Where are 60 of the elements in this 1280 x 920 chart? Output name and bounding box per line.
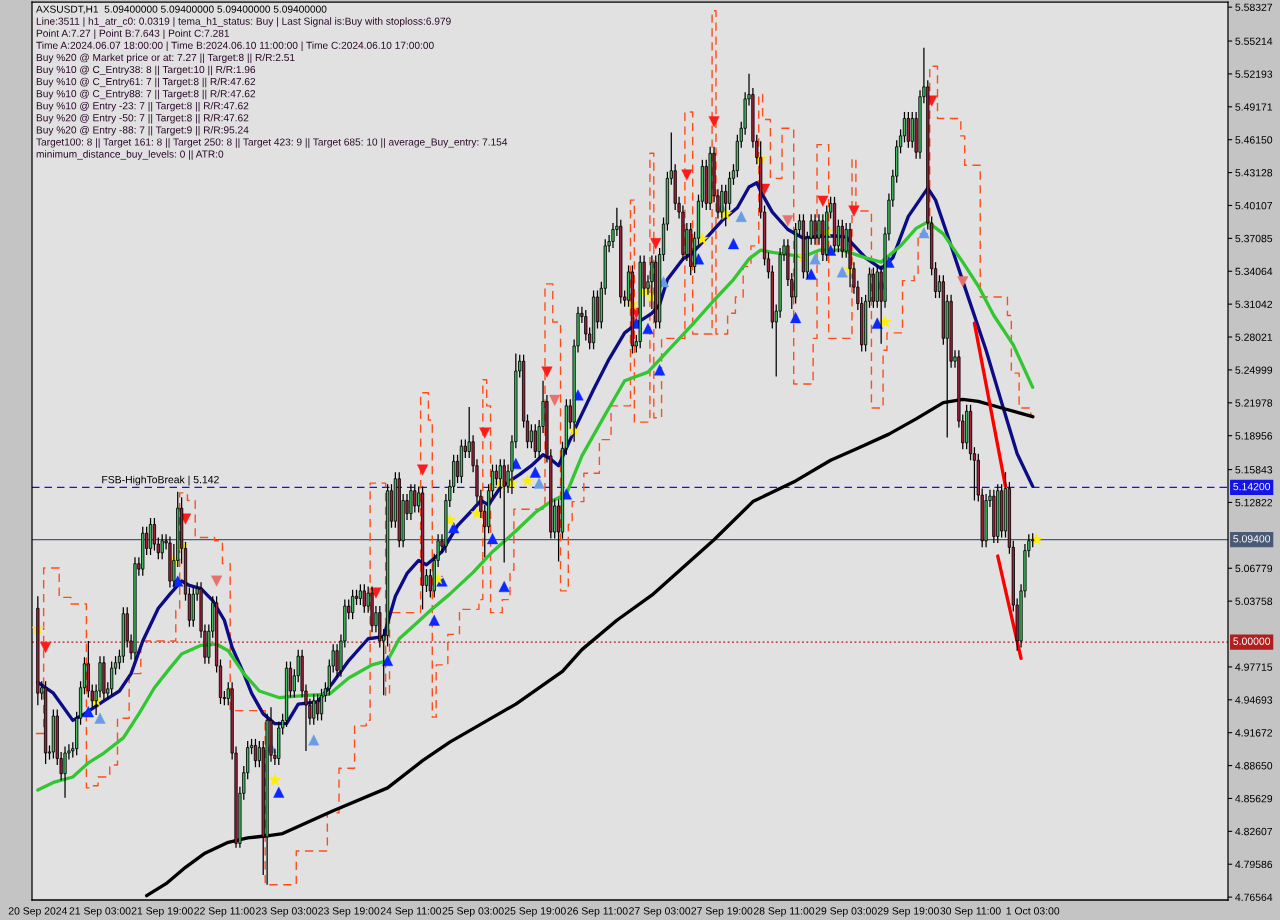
annotation: FSB-HighToBreak | 5.142 [102,475,219,486]
annotation: Target100: 8 || Target 161: 8 || Target 250: 8 || Target 423: 9 || Target 685: 10 || average_Buy_entry: 7.154 [36,138,508,148]
x-tick-label: 27 Sep 19:00 [691,907,753,917]
x-tick-label: 21 Sep 03:00 [69,907,131,917]
annotation: minimum_distance_buy_levels: 0 || ATR:0 [36,150,224,160]
x-tick-label: 23 Sep 19:00 [318,907,380,917]
y-tick-label: 4.82607 [1235,827,1273,836]
y-tick-label: 4.94693 [1235,696,1273,704]
annotation: Point A:7.27 | Point B:7.643 | Point C:7.281 [36,29,230,39]
ref-line-label: 5.14200 [1233,482,1271,491]
x-tick-label: 29 Sep 19:00 [877,907,939,917]
x-tick-label: 27 Sep 03:00 [629,907,691,917]
y-tick-label: 5.21978 [1235,399,1273,407]
y-tick-label: 5.37085 [1235,234,1273,243]
x-tick-label: 22 Sep 11:00 [194,907,255,917]
x-tick-label: 30 Sep 11:00 [940,907,1001,917]
annotation: Buy %10 @ Entry -23: 7 || Target:8 || R/R:47.62 [36,101,249,112]
y-tick-label: 5.31042 [1235,300,1273,309]
y-tick-label: 5.43128 [1235,169,1273,177]
x-tick-label: 26 Sep 11:00 [567,907,628,917]
annotation: Buy %20 @ Entry -88: 7 || Target:9 || R/R:95.24 [36,126,249,136]
annotation: Line:3511 | h1_atr_c0: 0.0319 | tema_h1_status: Buy | Last Signal is:Buy with stoploss:6.979 [36,17,451,27]
y-tick-label: 5.18956 [1235,432,1273,440]
y-tick-label: 5.34064 [1235,267,1273,276]
x-tick-label: 25 Sep 19:00 [504,907,566,917]
y-tick-label: 5.15843 [1235,466,1273,474]
annotation: Buy %10 @ C_Entry61: 7 || Target:8 || R/R:47.62 [36,77,256,88]
y-tick-label: 5.28021 [1235,333,1273,341]
ref-line-label: 5.09400 [1233,535,1271,543]
y-tick-label: 4.97715 [1235,663,1273,671]
ref-line-label: 5.00000 [1233,637,1271,645]
y-tick-label: 4.88650 [1235,762,1273,770]
y-tick-label: 4.76564 [1235,893,1273,901]
x-tick-label: 24 Sep 11:00 [380,907,442,917]
y-tick-label: 5.49171 [1235,103,1273,111]
y-tick-label: 5.24999 [1235,366,1273,374]
annotation: Time A:2024.06.07 18:00:00 | Time B:2024.06.10 11:00:00 | Time C:2024.06.10 17:00:00 [36,41,434,51]
y-tick-label: 5.58327 [1235,3,1273,12]
y-tick-label: 4.85629 [1235,794,1273,803]
y-tick-label: 5.46150 [1235,136,1273,144]
x-tick-label: 23 Sep 03:00 [256,907,318,917]
annotation: Buy %10 @ C_Entry38: 8 || Target:10 || R/R:1.96 [36,65,256,76]
y-tick-label: 5.12822 [1235,498,1273,507]
annotation: Buy %20 @ Entry -50: 7 || Target:8 || R/R:47.62 [36,113,249,124]
y-tick-label: 5.52193 [1235,70,1273,78]
x-tick-label: 1 Oct 03:00 [1006,907,1060,915]
x-tick-label: 29 Sep 03:00 [815,907,877,917]
x-tick-label: 21 Sep 19:00 [131,907,193,917]
annotation: Buy %10 @ C_Entry88: 7 || Target:8 || R/R:47.62 [36,89,256,100]
x-tick-label: 28 Sep 11:00 [753,907,815,917]
y-tick-label: 5.55214 [1235,37,1273,45]
y-tick-label: 4.79586 [1235,860,1273,869]
y-tick-label: 5.03758 [1235,597,1273,605]
x-tick-label: 20 Sep 2024 [8,907,68,917]
annotation: Buy %20 @ Market price or at: 7.27 || Target:8 || R/R:2.51 [36,53,295,64]
x-tick-label: 25 Sep 03:00 [442,907,504,917]
y-tick-label: 5.40107 [1235,201,1273,210]
y-tick-label: 5.06779 [1235,564,1273,573]
chart-title: AXSUSDT,H1 5.09400000 5.09400000 5.09400000 5.09400000 [36,5,327,14]
y-tick-label: 4.91672 [1235,729,1273,737]
